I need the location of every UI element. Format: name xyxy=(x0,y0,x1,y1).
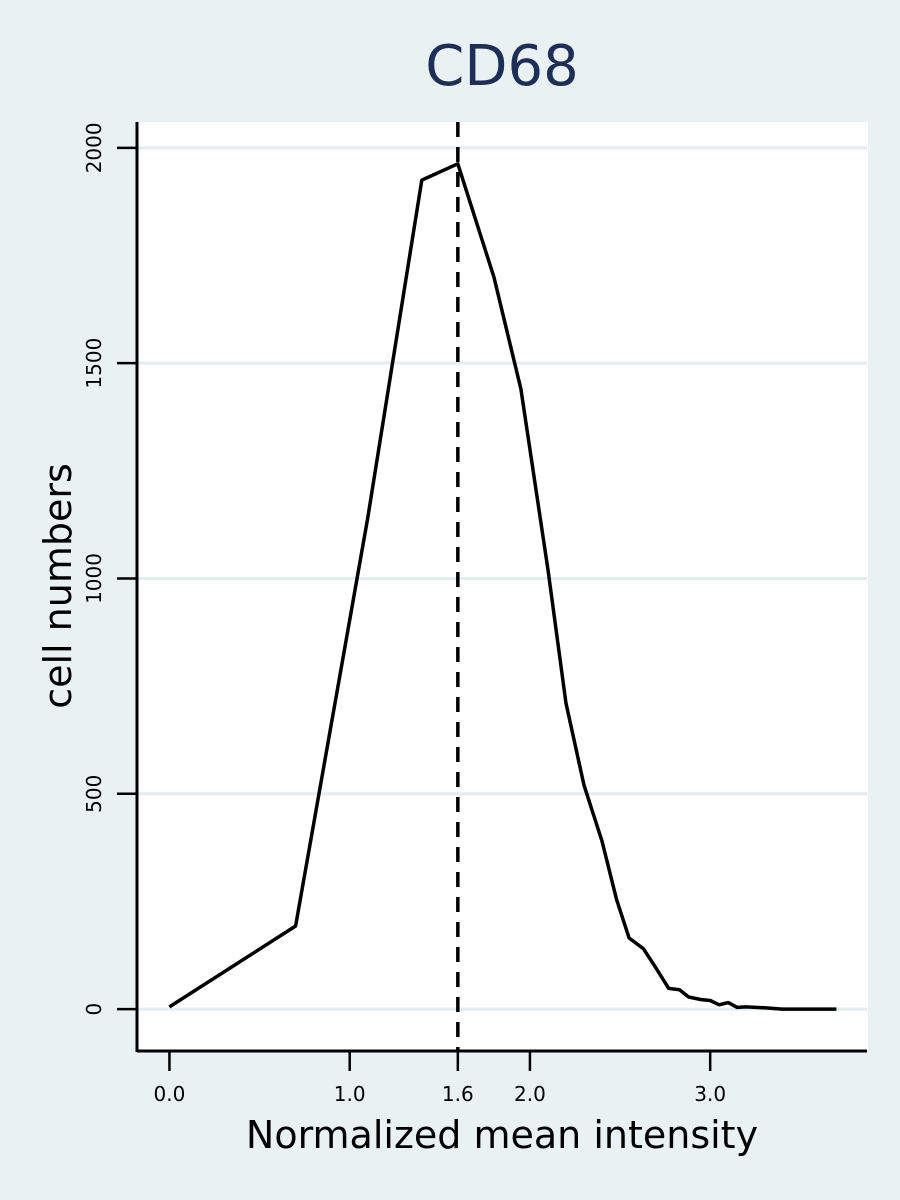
series-group xyxy=(168,162,837,1011)
y-tick-label-1000: 1000 xyxy=(82,553,106,604)
y-axis-label: cell numbers xyxy=(36,463,80,709)
y-tick-label-500: 500 xyxy=(82,775,106,813)
y-tick-label-0: 0 xyxy=(82,1003,106,1016)
gridlines xyxy=(137,146,867,1011)
x-tick-label-1.0: 1.0 xyxy=(334,1082,366,1106)
x-tick-label-3.0: 3.0 xyxy=(694,1082,726,1106)
plot-area xyxy=(137,122,868,1050)
chart-title: CD68 xyxy=(425,34,578,99)
x-ticks: 0.0 1.0 1.6 2.0 3.0 xyxy=(154,1051,726,1106)
y-tick-label-2000: 2000 xyxy=(82,122,106,173)
y-tick-label-1500: 1500 xyxy=(82,338,106,389)
x-axis-label: Normalized mean intensity xyxy=(246,1113,758,1157)
x-tick-label-1.6: 1.6 xyxy=(442,1082,474,1106)
series-line-0 xyxy=(168,162,837,1011)
x-tick-label-0.0: 0.0 xyxy=(154,1082,186,1106)
x-tick-label-2.0: 2.0 xyxy=(514,1082,546,1106)
y-ticks: 0 500 1000 1500 2000 xyxy=(82,122,137,1015)
axes xyxy=(135,122,867,1053)
